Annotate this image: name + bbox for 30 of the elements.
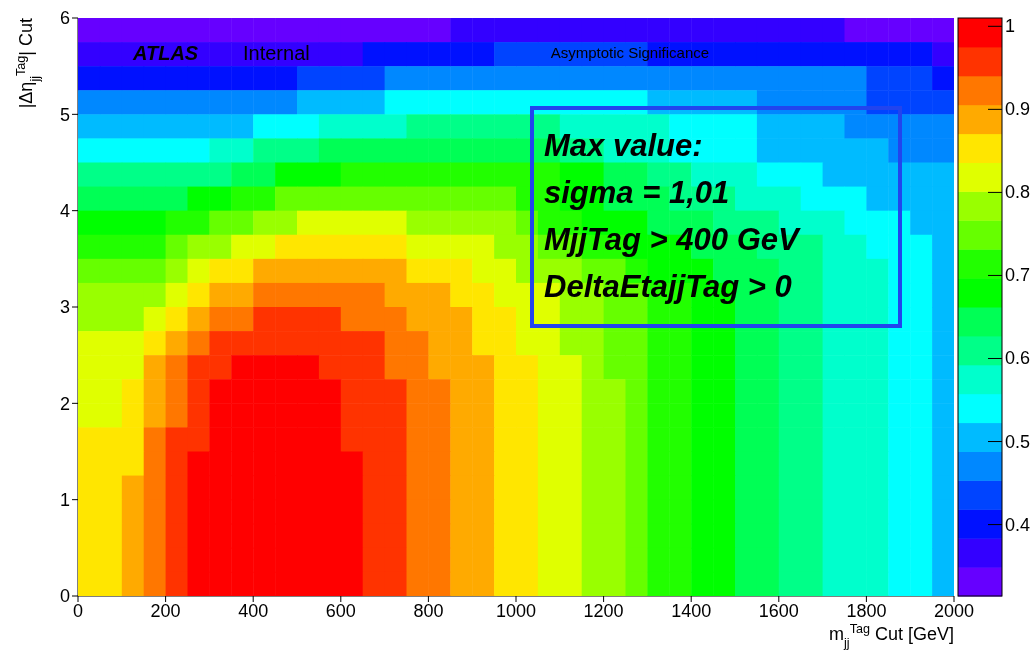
annotation: Max value: sigma = 1,01 MjjTag > 400 GeV DeltaEtajjTag > 0 [544,127,799,306]
color-bar-label: 0.6 [1005,348,1031,369]
color-bar-label: 0.9 [1005,99,1031,120]
x-tick-label: 0 [72,600,84,621]
color-bar-label: 0.8 [1005,182,1031,203]
x-tick-label: 1400 [671,600,712,621]
y-tick-label: 1 [59,490,70,511]
x-tick-label: 400 [238,600,269,621]
x-tick-label: 200 [150,600,181,621]
x-tick-label: 1600 [758,600,799,621]
y-tick-label: 3 [59,297,70,318]
y-tick-label: 4 [59,201,70,222]
text: Asymptotic Significance [550,44,710,61]
y-tick-label: 5 [59,104,70,125]
x-tick-label: 600 [325,600,356,621]
y-tick-label: 6 [59,8,70,29]
x-tick-label: 800 [413,600,444,621]
color-bar-label: 0.4 [1005,514,1031,535]
x-tick-label: 1000 [495,600,537,621]
y-tick-label: 2 [59,393,70,414]
y-tick-label: 0 [59,586,70,607]
color-bar-label: 0.7 [1005,265,1031,286]
x-tick-label: 1200 [583,600,624,621]
x-axis-title: m$_{jj}$$^{Tag}$ Cut [GeV] [829,622,954,650]
x-tick-label: 2000 [933,600,975,621]
annotation: ATLAS [132,42,199,64]
x-tick-label: 1800 [846,600,887,621]
annotation: Internal [243,42,310,64]
color-bar-label: 0.5 [1005,431,1031,452]
color-bar-label: 1 [1005,16,1016,37]
